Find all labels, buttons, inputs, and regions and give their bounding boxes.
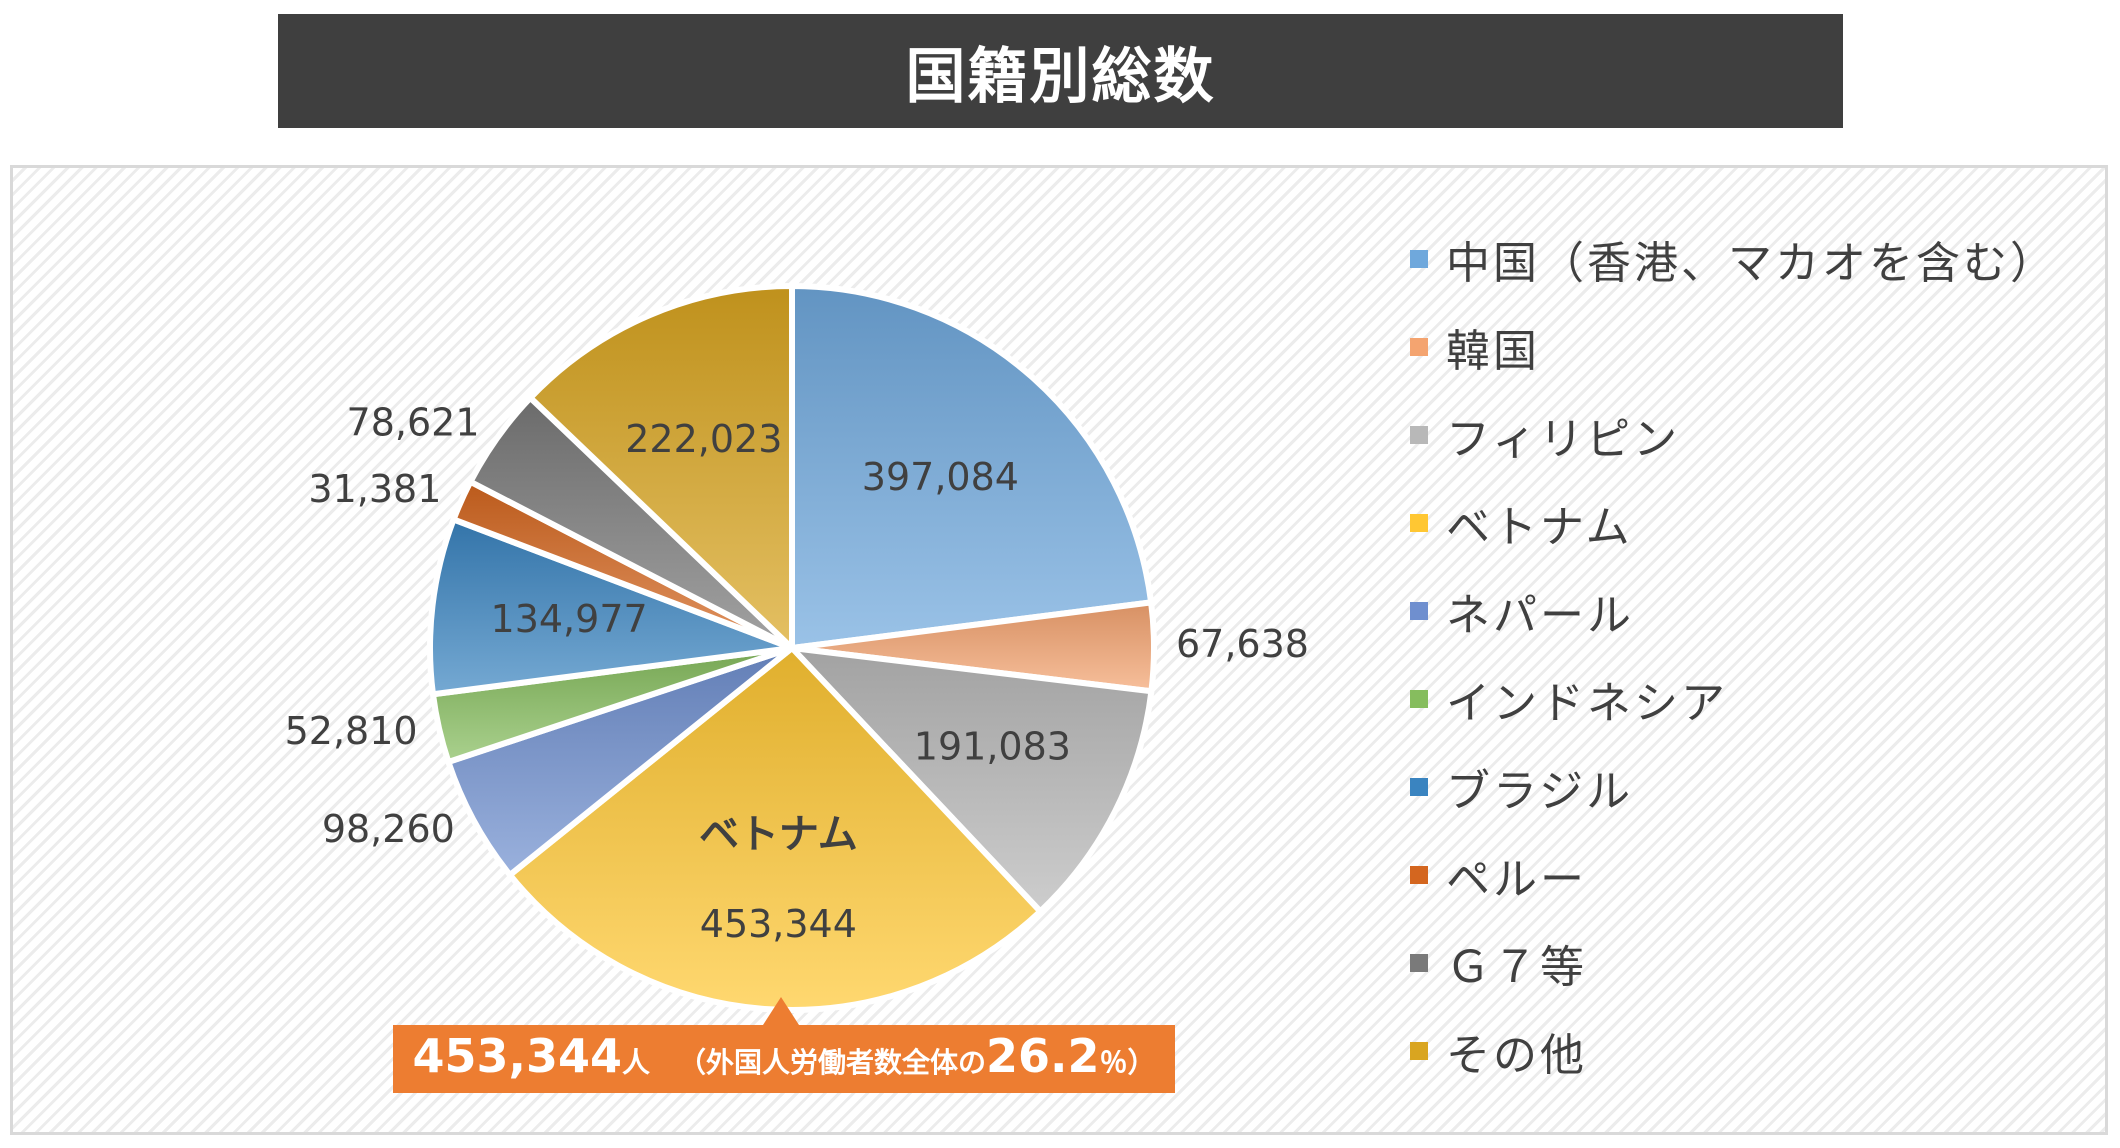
- legend-item: ネパール: [1410, 567, 2057, 655]
- callout-percent: 26.2: [986, 1029, 1100, 1083]
- legend-label: フィリピン: [1446, 414, 1681, 465]
- slice-data-label: 191,083: [914, 725, 1071, 769]
- legend-item: Ｇ７等: [1410, 919, 2057, 1007]
- chart-title: 国籍別総数: [278, 14, 1843, 128]
- legend-swatch: [1410, 1042, 1428, 1060]
- legend-label: Ｇ７等: [1446, 942, 1587, 993]
- slice-data-label: 222,023: [625, 417, 782, 461]
- legend-label: インドネシア: [1446, 678, 1728, 729]
- legend-item: フィリピン: [1410, 391, 2057, 479]
- pie-slice: [789, 645, 1155, 915]
- legend-item: ブラジル: [1410, 743, 2057, 831]
- pie-slice: [527, 283, 795, 651]
- legend-label: ネパール: [1446, 590, 1634, 641]
- legend-swatch: [1410, 602, 1428, 620]
- legend-item: インドネシア: [1410, 655, 2057, 743]
- pie-slice: [789, 283, 1155, 651]
- legend-swatch: [1410, 690, 1428, 708]
- callout-open: （外国人労働者数全体の: [678, 1046, 987, 1079]
- slice-data-label: 52,810: [285, 709, 418, 753]
- legend-item: 中国（香港、マカオを含む）: [1410, 215, 2057, 303]
- legend-swatch: [1410, 866, 1428, 884]
- legend-label: 中国（香港、マカオを含む）: [1446, 238, 2057, 289]
- legend-label: その他: [1446, 1030, 1587, 1081]
- vietnam-callout: 453,344 人 （外国人労働者数全体の 26.2 ％）: [393, 997, 1175, 1093]
- slice-data-label: 453,344: [700, 902, 857, 946]
- legend-swatch: [1410, 250, 1428, 268]
- legend-swatch: [1410, 514, 1428, 532]
- legend-swatch: [1410, 338, 1428, 356]
- legend-item: 韓国: [1410, 303, 2057, 391]
- legend-item: その他: [1410, 1007, 2057, 1095]
- legend-item: ペルー: [1410, 831, 2057, 919]
- slice-data-label: 397,084: [862, 455, 1019, 499]
- callout-close: ％）: [1099, 1046, 1156, 1079]
- legend-label: ペルー: [1446, 854, 1587, 905]
- legend-item: ベトナム: [1410, 479, 2057, 567]
- slice-category-label: ベトナム: [699, 812, 858, 858]
- callout-unit: 人: [621, 1046, 650, 1079]
- pie-slice: [427, 516, 795, 698]
- legend-swatch: [1410, 778, 1428, 796]
- legend-label: 韓国: [1446, 326, 1540, 377]
- legend-swatch: [1410, 954, 1428, 972]
- slice-data-label: 67,638: [1176, 622, 1309, 666]
- slice-data-label: 134,977: [491, 597, 648, 641]
- legend-label: ベトナム: [1446, 502, 1633, 553]
- slice-data-label: 98,260: [322, 807, 455, 851]
- legend: 中国（香港、マカオを含む） 韓国フィリピンベトナムネパールインドネシア ブラジルペル…: [1410, 215, 2057, 1095]
- slice-data-label: 31,381: [308, 467, 441, 511]
- chart-panel: [10, 165, 2108, 1135]
- legend-swatch: [1410, 426, 1428, 444]
- callout-value: 453,344: [412, 1029, 622, 1083]
- legend-label: ブラジル: [1446, 766, 1634, 817]
- slice-data-label: 78,621: [347, 400, 480, 444]
